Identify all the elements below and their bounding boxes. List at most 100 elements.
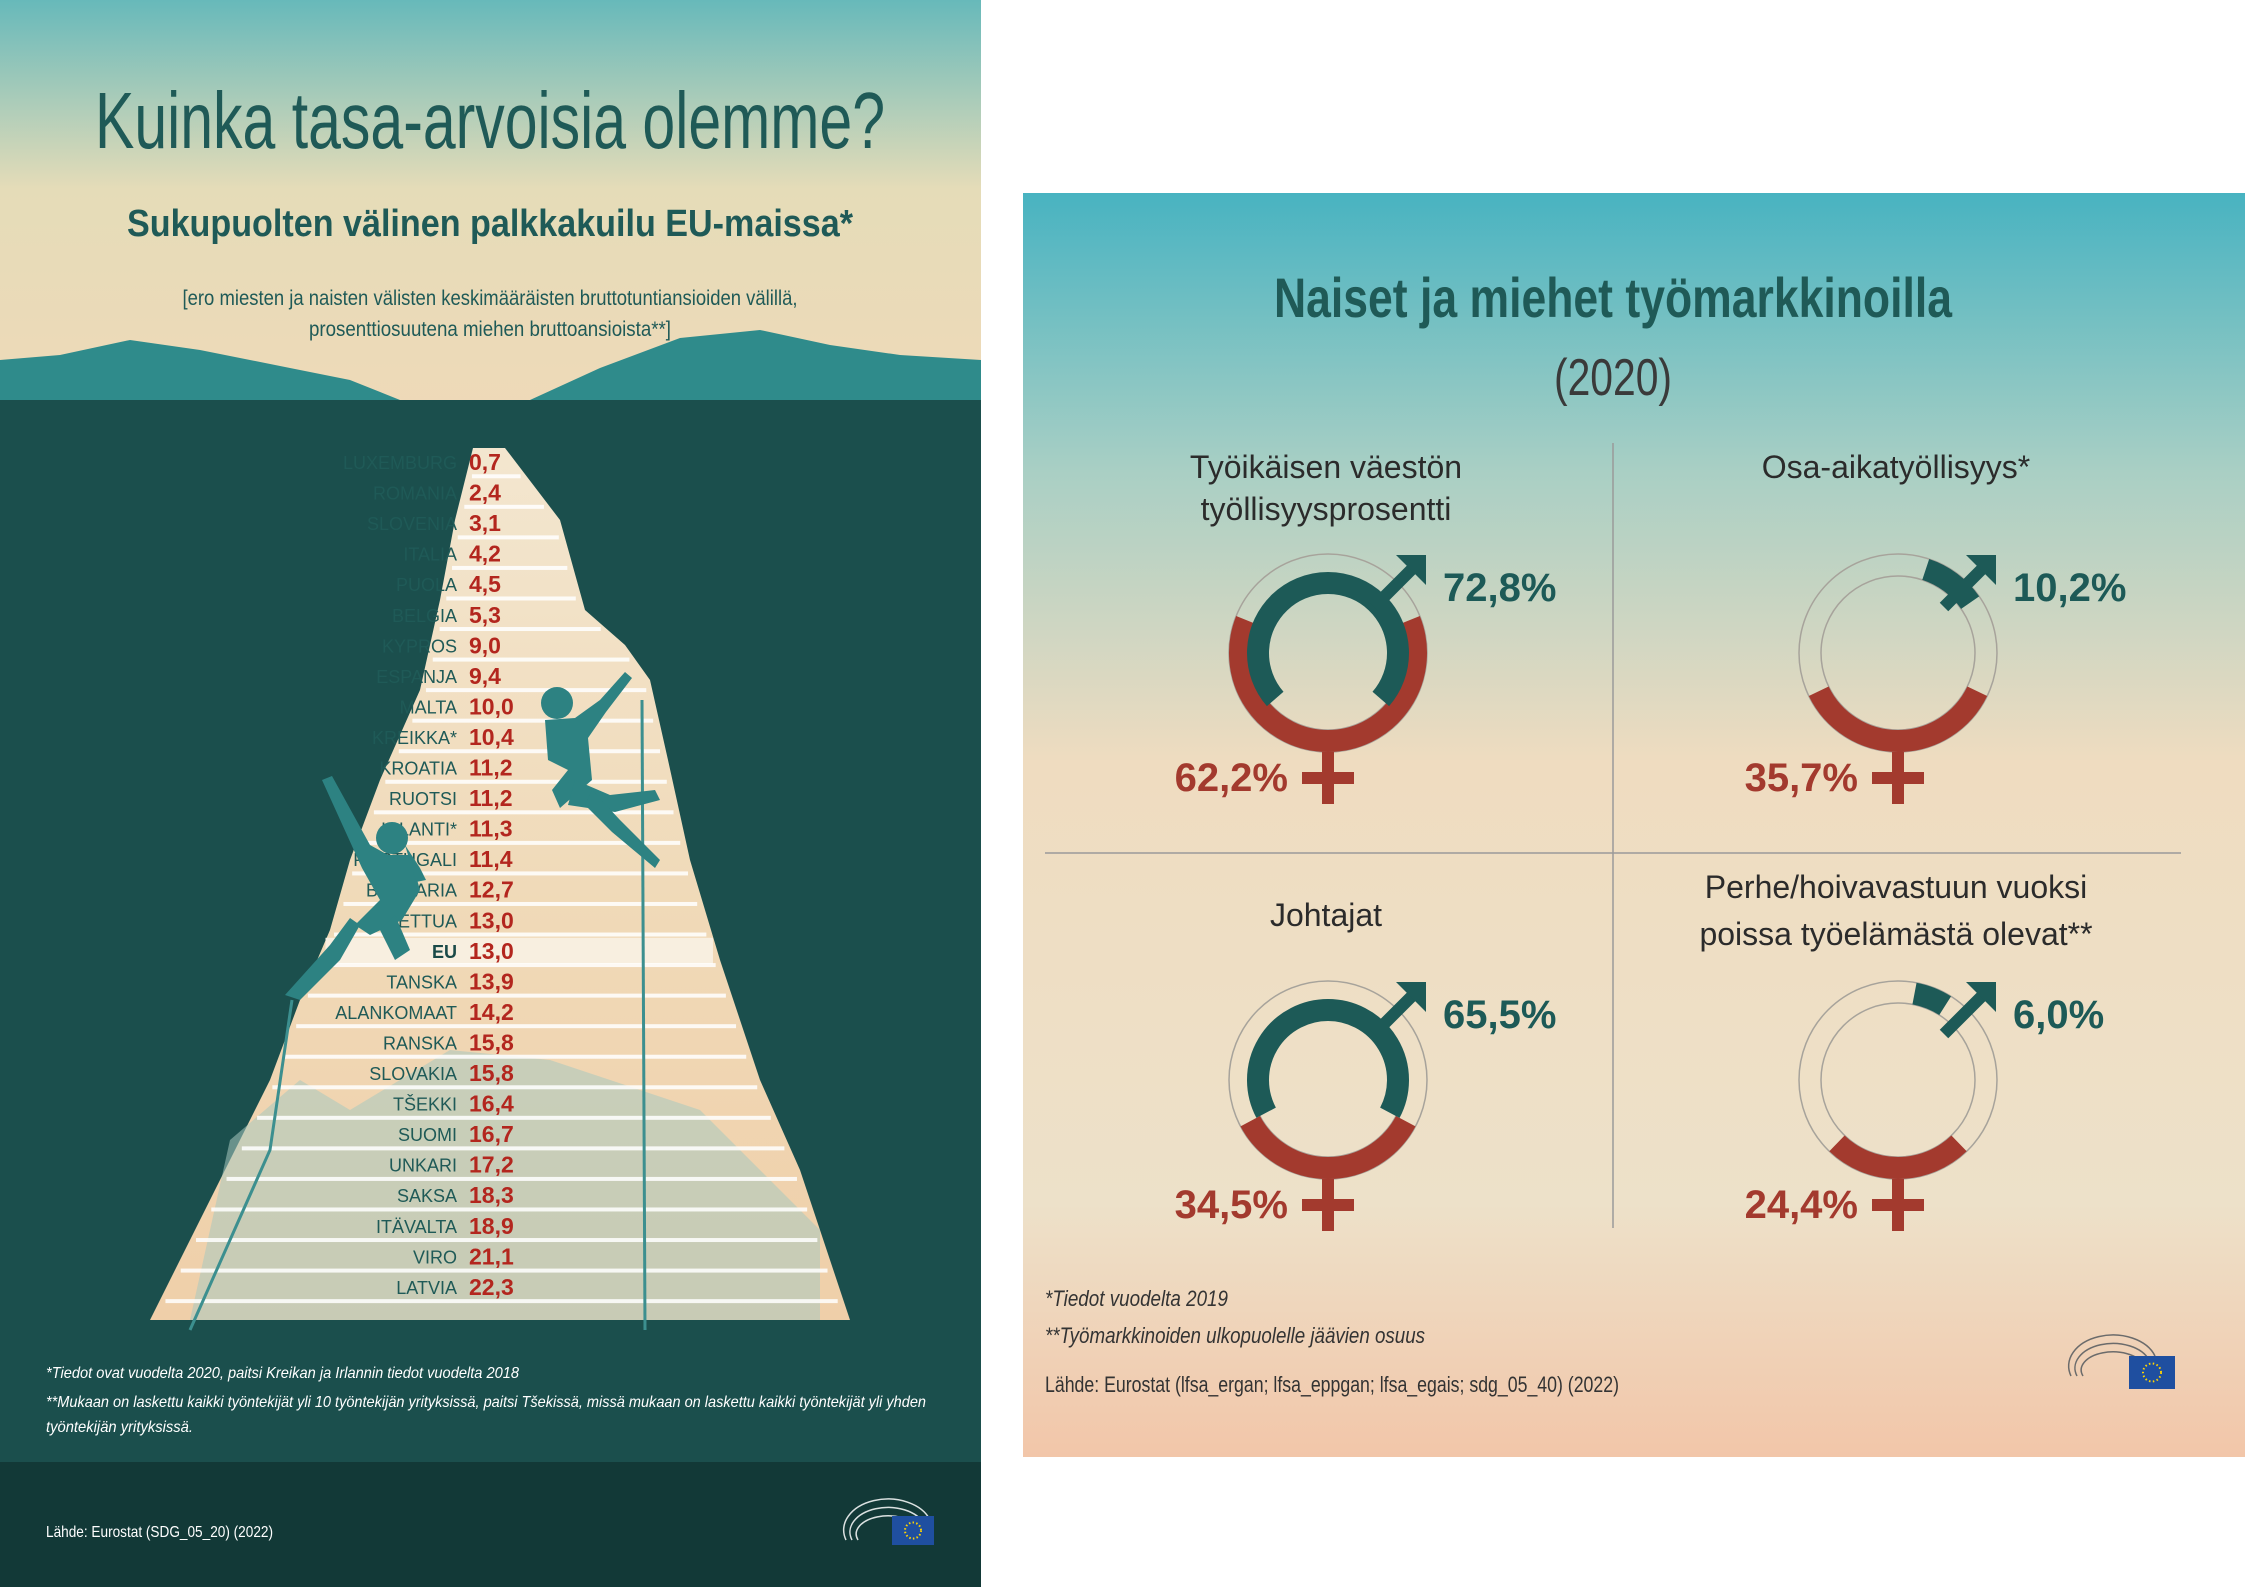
pay-gap-row: KROATIA 11,2	[379, 755, 667, 784]
row-stripe	[272, 1085, 758, 1090]
pay-gap-row: SAKSA 18,3	[211, 1182, 808, 1212]
female-symbol-icon	[1872, 1179, 1924, 1231]
female-value-label: 62,2%	[1175, 756, 1288, 800]
pay-gap-value: 13,0	[469, 907, 514, 933]
row-stripe	[471, 474, 521, 479]
pay-gap-row: LATVIA 22,3	[165, 1274, 838, 1304]
pay-gap-rows: LUXEMBURG 0,7 ROMANIA 2,4 SLOVENIA 3,1 ITALIA 4…	[165, 449, 838, 1304]
female-symbol-icon	[1302, 1179, 1354, 1231]
pay-gap-row: RUOTSI 11,2	[373, 785, 674, 815]
male-symbol-icon	[1369, 982, 1426, 1039]
country-label: SAKSA	[397, 1186, 457, 1206]
pay-gap-row: ROMANIA 2,4	[373, 480, 544, 509]
rope-left	[188, 999, 294, 1331]
row-stripe	[241, 1146, 785, 1151]
pay-gap-row: KREIKKA* 10,4	[372, 724, 661, 754]
left-footer-bar	[0, 1462, 981, 1587]
male-value-label: 6,0%	[2013, 993, 2104, 1037]
male-arc	[1921, 559, 1980, 610]
panel-title-line1: Työikäisen väestön	[1190, 449, 1462, 485]
pay-gap-row: TŠEKKI 16,4	[257, 1091, 771, 1120]
pay-gap-value: 9,0	[469, 632, 501, 658]
country-label: PUOLA	[396, 575, 457, 595]
row-stripe	[195, 1238, 818, 1243]
male-symbol-icon	[1939, 982, 1996, 1039]
pay-gap-row: LUXEMBURG 0,7	[343, 449, 521, 479]
country-label: RUOTSI	[389, 789, 457, 809]
country-label: SUOMI	[398, 1125, 457, 1145]
row-stripe	[457, 535, 559, 540]
female-value-label: 24,4%	[1745, 1183, 1858, 1227]
female-symbol-icon	[1872, 752, 1924, 804]
pay-gap-value: 18,9	[469, 1213, 514, 1239]
male-arc	[1912, 982, 1952, 1016]
pay-gap-infographic: LUXEMBURG 0,7 ROMANIA 2,4 SLOVENIA 3,1 ITALIA 4…	[0, 0, 981, 1587]
row-stripe	[446, 596, 576, 601]
pay-gap-row: UNKARI 17,2	[226, 1152, 797, 1181]
pay-gap-row: ITALIA 4,2	[403, 541, 568, 570]
male-value-label: 65,5%	[1443, 993, 1556, 1037]
country-label: TŠEKKI	[393, 1094, 457, 1115]
right-year: (2020)	[1554, 349, 1672, 407]
panel-title-line1: Perhe/hoivavastuun vuoksi	[1705, 869, 2087, 905]
pay-gap-value: 3,1	[469, 510, 501, 536]
pay-gap-row: EU 13,0	[320, 937, 716, 968]
row-stripe	[373, 810, 674, 815]
pay-gap-value: 11,2	[469, 755, 513, 781]
country-label: EU	[432, 942, 457, 962]
row-stripe	[432, 657, 630, 662]
pay-gap-value: 13,9	[469, 968, 514, 994]
left-description-line2: prosenttiosuutena miehen bruttoansioista…	[309, 318, 671, 341]
pay-gap-value: 11,2	[469, 785, 513, 811]
pay-gap-value: 2,4	[469, 480, 501, 506]
row-stripe	[257, 1115, 771, 1120]
pay-gap-row: ESPANJA 9,4	[376, 663, 647, 693]
left-source: Lähde: Eurostat (SDG_05_20) (2022)	[46, 1524, 273, 1541]
panel-title-line1: Johtajat	[1270, 897, 1382, 933]
row-stripe	[452, 565, 568, 570]
pay-gap-row: ALANKOMAAT 14,2	[296, 999, 737, 1029]
left-footnote2-line2: työntekijän yrityksissä.	[46, 1419, 193, 1436]
row-stripe	[284, 1054, 747, 1059]
european-parliament-logo-right	[2067, 1334, 2175, 1389]
pay-gap-value: 17,2	[469, 1152, 514, 1178]
male-symbol-icon	[1369, 555, 1426, 612]
row-stripe	[211, 1207, 808, 1212]
row-stripe	[425, 688, 647, 693]
pay-gap-row: SLOVENIA 3,1	[367, 510, 559, 540]
country-label: KREIKKA*	[372, 728, 457, 748]
eu-highlight-band	[325, 937, 713, 964]
country-label: SLOVENIA	[367, 514, 457, 534]
country-label: ITÄVALTA	[376, 1217, 457, 1237]
pay-gap-value: 9,4	[469, 663, 501, 689]
row-stripe	[334, 932, 707, 937]
row-stripe	[439, 627, 601, 632]
pay-gap-row: SLOVAKIA 15,8	[272, 1060, 758, 1090]
pay-gap-value: 11,4	[469, 846, 513, 872]
row-stripe	[165, 1299, 838, 1304]
row-stripe	[307, 993, 726, 998]
mountain-right	[510, 330, 981, 420]
country-label: TANSKA	[386, 972, 457, 992]
pay-gap-value: 15,8	[469, 1029, 514, 1055]
left-footnote1: *Tiedot ovat vuodelta 2020, paitsi Kreik…	[46, 1365, 519, 1382]
country-label: ITALIA	[403, 545, 457, 565]
pay-gap-value: 11,3	[469, 816, 513, 842]
row-stripe	[320, 963, 716, 968]
pay-gap-row: TANSKA 13,9	[307, 968, 726, 998]
country-label: LUXEMBURG	[343, 453, 457, 473]
row-stripe	[296, 1024, 737, 1029]
donut-panel: Johtajat 65,5% 34,5%	[1175, 897, 1556, 1231]
male-value-label: 72,8%	[1443, 566, 1556, 610]
donut-panel: Työikäisen väestön työllisyysprosentti 72,…	[1175, 449, 1556, 804]
pay-gap-row: RANSKA 15,8	[284, 1029, 747, 1059]
labour-market-infographic: Naiset ja miehet työmarkkinoilla (2020) …	[1023, 193, 2245, 1457]
country-label: VIRO	[413, 1247, 457, 1267]
pay-gap-value: 16,7	[469, 1121, 514, 1147]
row-stripe	[352, 871, 689, 876]
male-value-label: 10,2%	[2013, 566, 2126, 610]
row-stripe	[385, 779, 667, 784]
country-label: ESPANJA	[376, 667, 457, 687]
left-subtitle: Sukupuolten välinen palkkakuilu EU-maiss…	[127, 203, 853, 245]
country-label: UNKARI	[389, 1156, 457, 1176]
